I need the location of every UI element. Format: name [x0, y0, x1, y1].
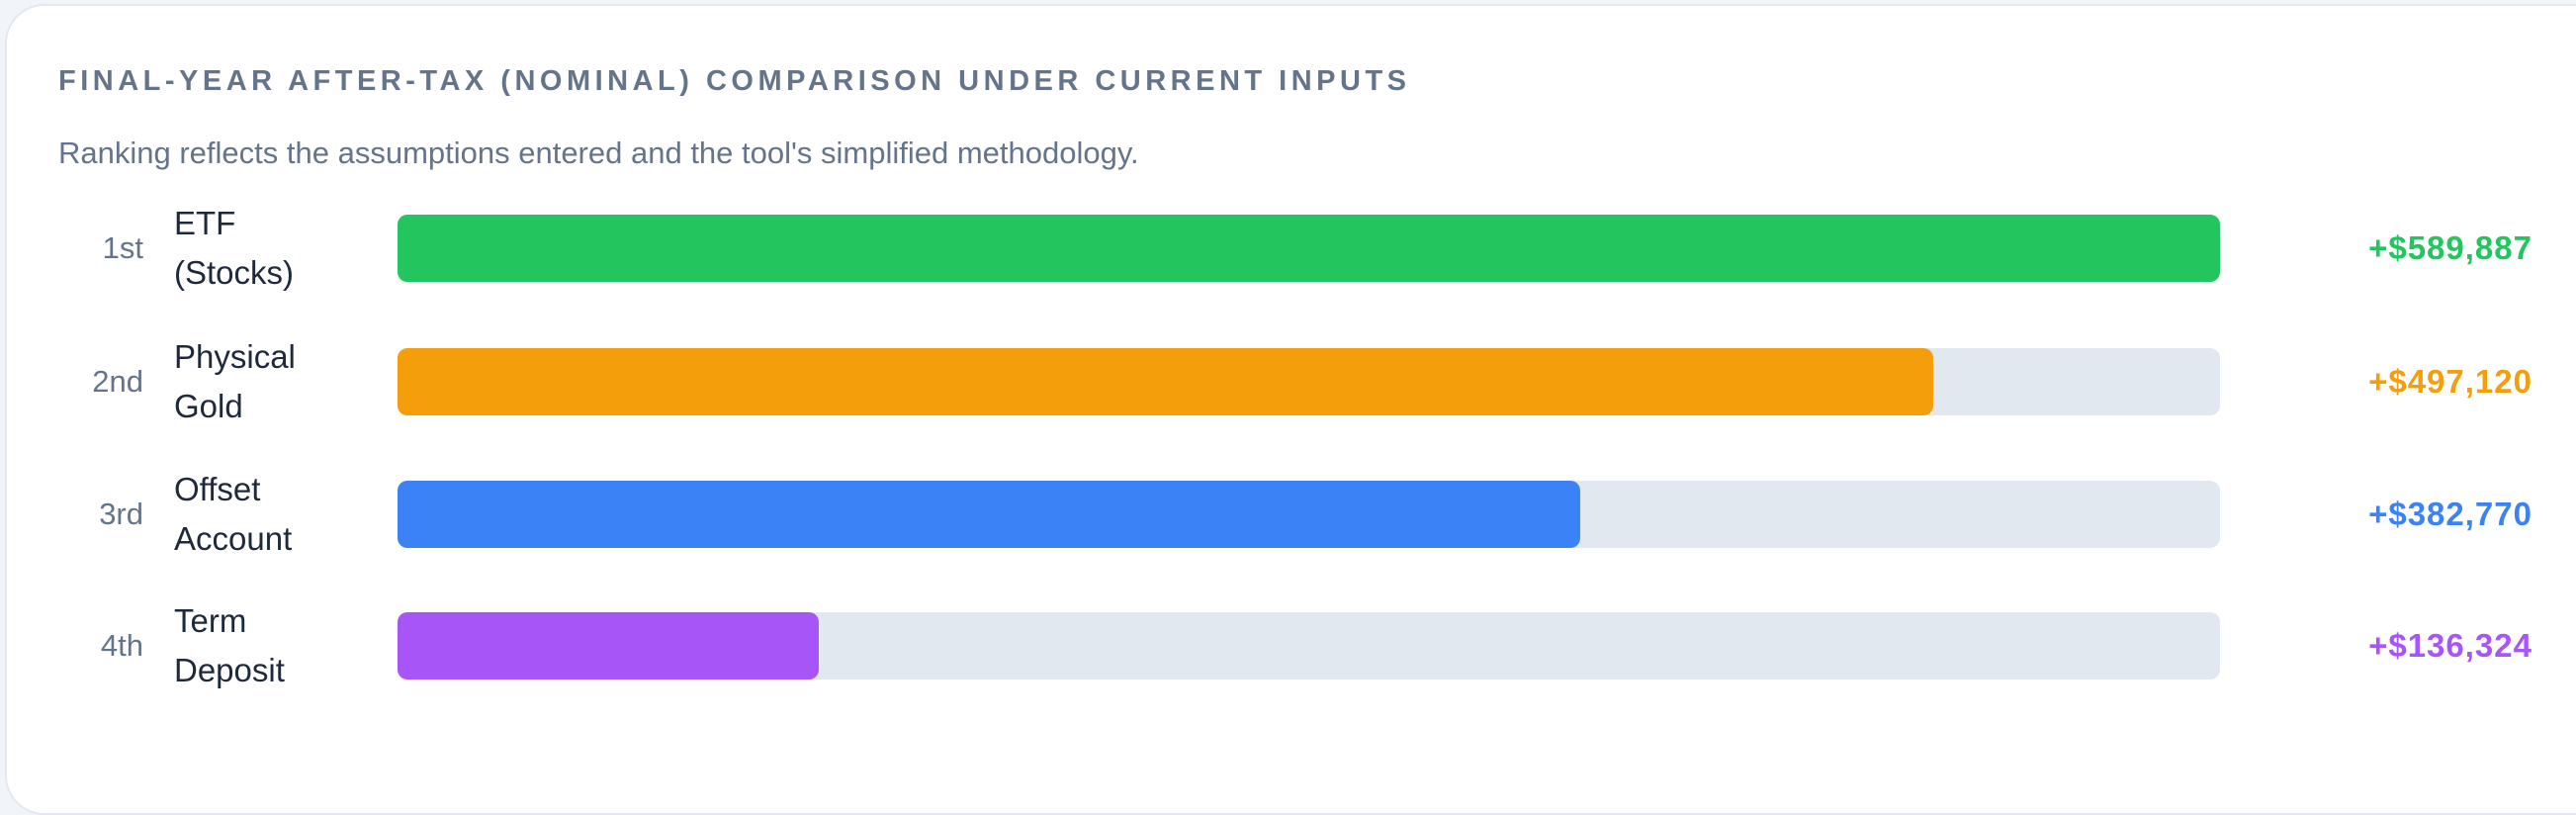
bar	[398, 348, 1934, 415]
rank-label: 2nd	[92, 364, 143, 399]
category-label: ETF (Stocks)	[174, 205, 295, 291]
card: FINAL-YEAR AFTER-TAX (NOMINAL) COMPARISO…	[5, 4, 2576, 815]
value-label: +$382,770	[2368, 496, 2532, 532]
category-label: Offset Account	[174, 471, 293, 557]
bar-track	[398, 215, 2220, 282]
chart-title: FINAL-YEAR AFTER-TAX (NOMINAL) COMPARISO…	[58, 65, 1411, 97]
value-label: +$497,120	[2368, 363, 2532, 400]
rank-label: 4th	[100, 628, 143, 663]
rank-label: 3rd	[99, 497, 143, 531]
bar	[398, 612, 819, 679]
value-label: +$136,324	[2368, 627, 2532, 664]
bar-track	[398, 348, 2220, 415]
bar	[398, 481, 1580, 548]
bar-track	[398, 612, 2220, 679]
rank-label: 1st	[102, 230, 143, 265]
value-label: +$589,887	[2368, 229, 2532, 266]
chart-subtitle: Ranking reflects the assumptions entered…	[58, 136, 1139, 170]
page: FINAL-YEAR AFTER-TAX (NOMINAL) COMPARISO…	[5, 4, 2576, 815]
category-label: Physical Gold	[174, 338, 296, 424]
bar-track	[398, 481, 2220, 548]
category-label: Term Deposit	[174, 602, 285, 688]
bar	[398, 215, 2220, 282]
